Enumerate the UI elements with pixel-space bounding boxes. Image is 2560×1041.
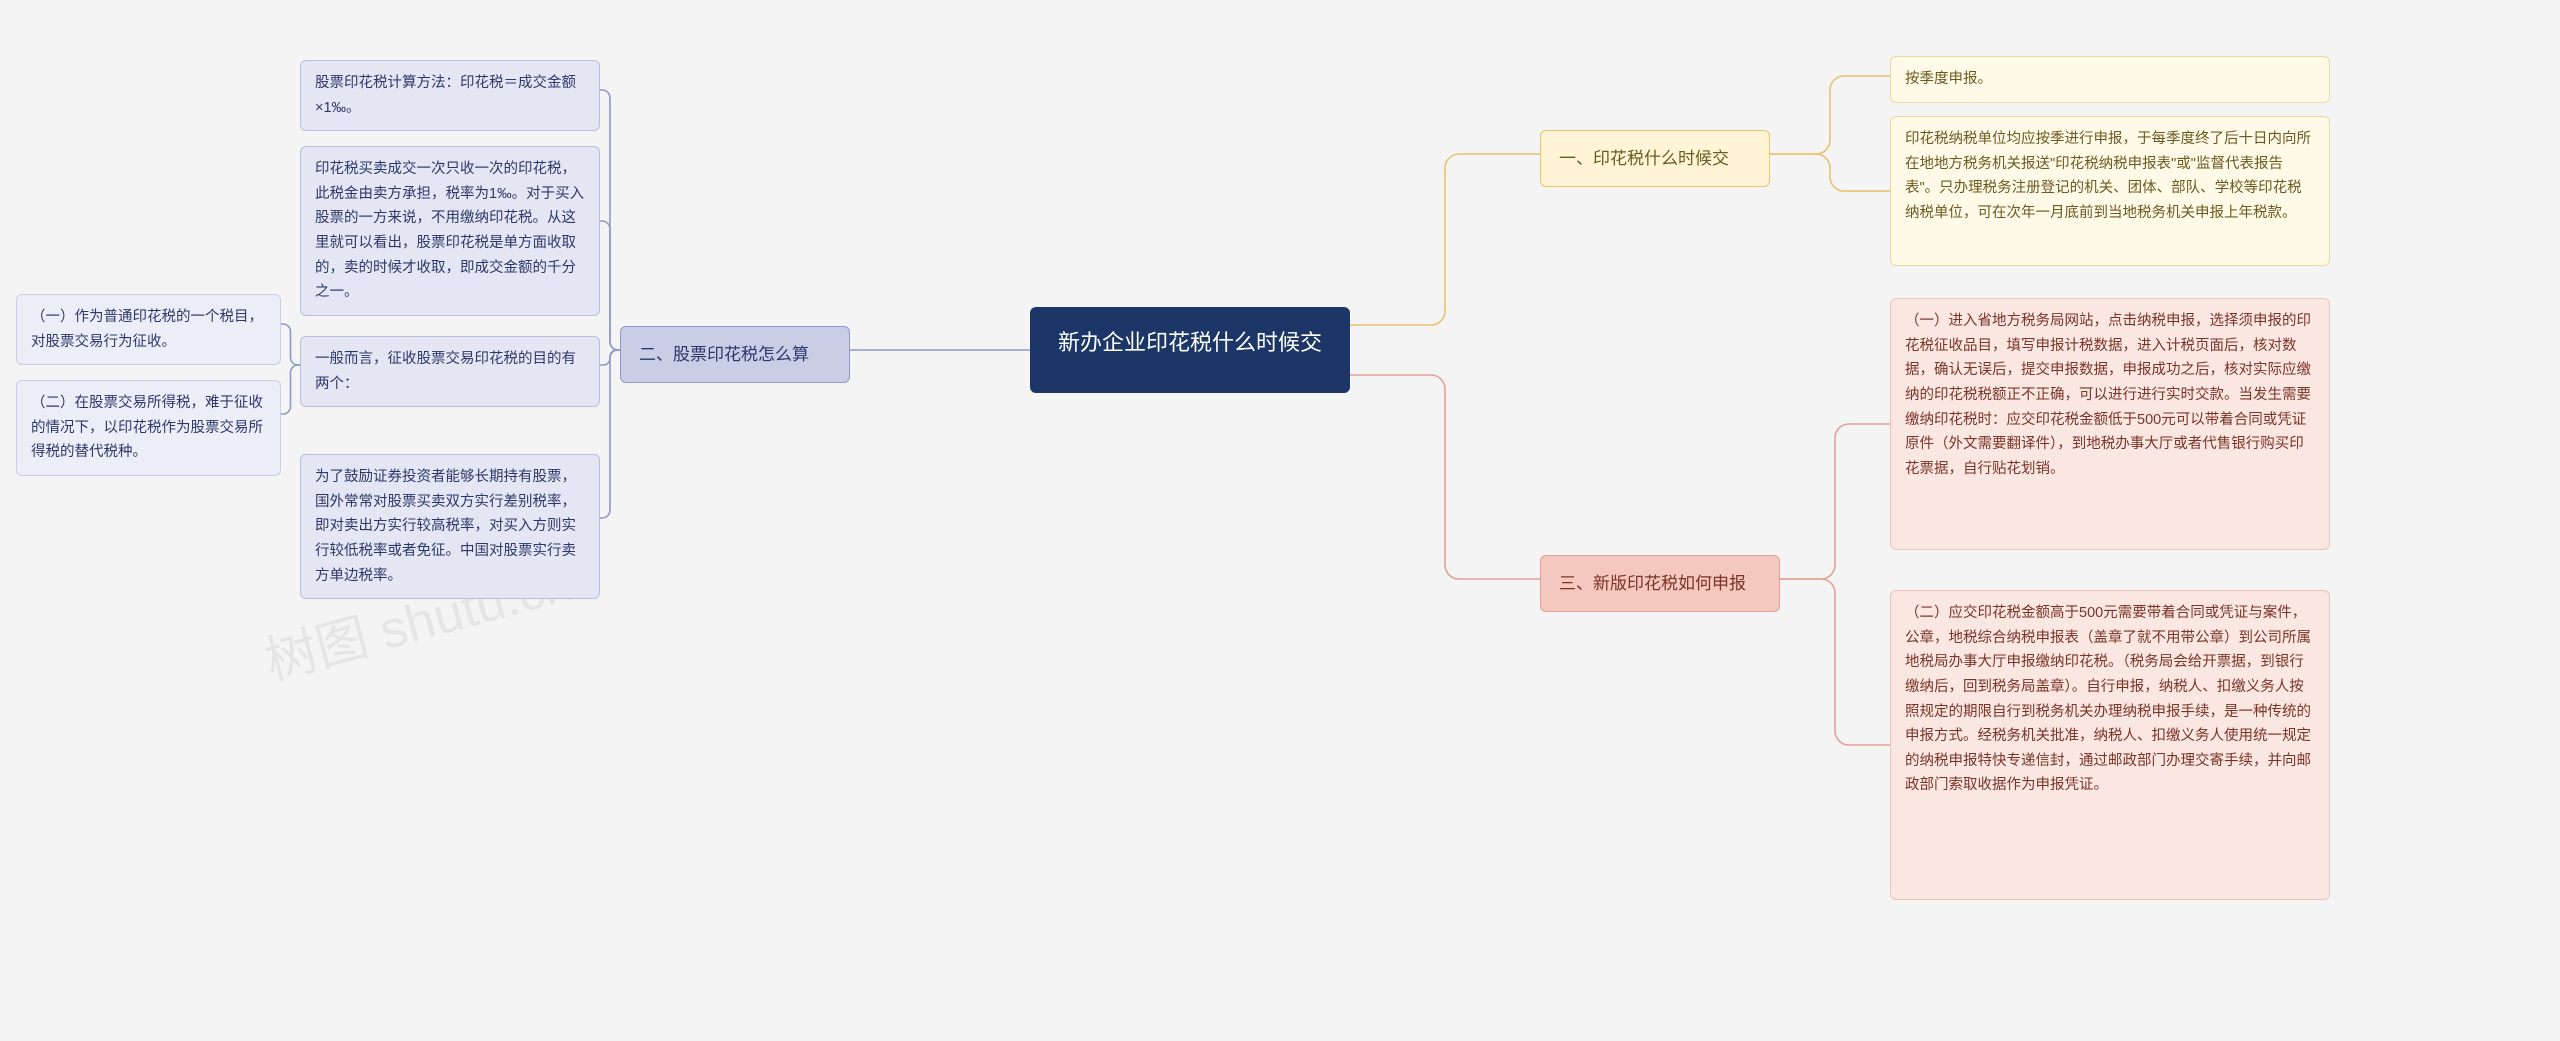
b2l3-label: 一般而言，征收股票交易印花税的目的有两个：	[315, 351, 576, 392]
b2-label: 二、股票印花税怎么算	[639, 345, 809, 364]
b1l1-label: 按季度申报。	[1905, 71, 1992, 87]
b3l2-label: （二）应交印花税金额高于500元需要带着合同或凭证与案件，公章，地税综合纳税申报…	[1905, 605, 2311, 793]
b2l3c1: （一）作为普通印花税的一个税目，对股票交易行为征收。	[16, 294, 281, 365]
b1l1: 按季度申报。	[1890, 56, 2330, 103]
b2l3c2-label: （二）在股票交易所得税，难于征收的情况下，以印花税作为股票交易所得税的替代税种。	[31, 395, 263, 460]
b2l3c2: （二）在股票交易所得税，难于征收的情况下，以印花税作为股票交易所得税的替代税种。	[16, 380, 281, 476]
root-node: 新办企业印花税什么时候交	[1030, 307, 1350, 393]
b2l2-label: 印花税买卖成交一次只收一次的印花税，此税金由卖方承担，税率为1‰。对于买入股票的…	[315, 161, 584, 300]
b1l2: 印花税纳税单位均应按季进行申报，于每季度终了后十日内向所在地地方税务机关报送"印…	[1890, 116, 2330, 266]
b1l2-label: 印花税纳税单位均应按季进行申报，于每季度终了后十日内向所在地地方税务机关报送"印…	[1905, 131, 2311, 221]
b2l4-label: 为了鼓励证券投资者能够长期持有股票，国外常常对股票买卖双方实行差别税率，即对卖出…	[315, 469, 576, 584]
b2l3: 一般而言，征收股票交易印花税的目的有两个：	[300, 336, 600, 407]
b3: 三、新版印花税如何申报	[1540, 555, 1780, 612]
b3l2: （二）应交印花税金额高于500元需要带着合同或凭证与案件，公章，地税综合纳税申报…	[1890, 590, 2330, 900]
b1: 一、印花税什么时候交	[1540, 130, 1770, 187]
b1-label: 一、印花税什么时候交	[1559, 149, 1729, 168]
b3l1-label: （一）进入省地方税务局网站，点击纳税申报，选择须申报的印花税征收品目，填写申报计…	[1905, 313, 2311, 477]
b3l1: （一）进入省地方税务局网站，点击纳税申报，选择须申报的印花税征收品目，填写申报计…	[1890, 298, 2330, 550]
b2l4: 为了鼓励证券投资者能够长期持有股票，国外常常对股票买卖双方实行差别税率，即对卖出…	[300, 454, 600, 599]
b2: 二、股票印花税怎么算	[620, 326, 850, 383]
mindmap-canvas: 树图 shutu.cn树图 shutu.cn新办企业印花税什么时候交一、印花税什…	[0, 0, 2560, 1041]
root-node-label: 新办企业印花税什么时候交	[1058, 330, 1322, 355]
b3-label: 三、新版印花税如何申报	[1559, 574, 1746, 593]
b2l1-label: 股票印花税计算方法：印花税＝成交金额×1‰。	[315, 75, 576, 116]
b2l3c1-label: （一）作为普通印花税的一个税目，对股票交易行为征收。	[31, 309, 263, 350]
b2l2: 印花税买卖成交一次只收一次的印花税，此税金由卖方承担，税率为1‰。对于买入股票的…	[300, 146, 600, 316]
b2l1: 股票印花税计算方法：印花税＝成交金额×1‰。	[300, 60, 600, 131]
